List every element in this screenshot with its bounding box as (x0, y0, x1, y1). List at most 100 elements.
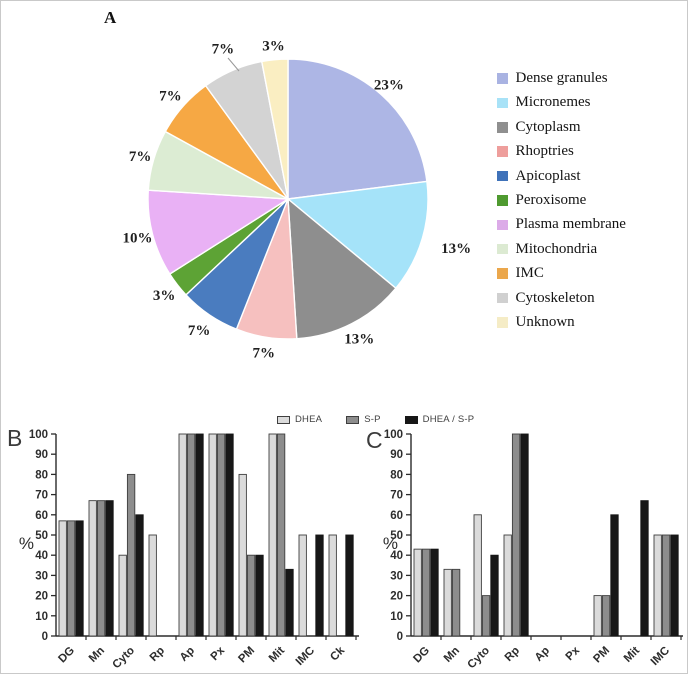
legend-swatch (277, 415, 290, 424)
x-category-label: PM (236, 645, 257, 666)
legend-label: Mitochondria (515, 240, 598, 257)
bar (148, 534, 157, 637)
x-category-label: Px (209, 644, 228, 663)
bar-chart-b: 0 10 20 30 40 50 60 70 80 90 100 DG Mn Cyto Rp Ap Px PM Mi… (19, 429, 359, 671)
panel-a-label: A (104, 8, 117, 27)
bar (126, 473, 136, 637)
bar (640, 500, 649, 637)
pie-legend-item: Plasma membrane (497, 216, 626, 232)
bar (328, 534, 337, 637)
pie-legend: Dense granules Micronemes Cytoplasm Rhoptri… (497, 70, 626, 330)
bar (208, 433, 217, 637)
bar (670, 534, 679, 637)
y-tick-label: 80 (35, 469, 48, 481)
bar (96, 500, 106, 637)
x-category-label: DG (56, 645, 77, 666)
pie-percent-label: 7% (212, 42, 235, 58)
bar (315, 534, 324, 637)
legend-swatch (404, 415, 418, 424)
pie-legend-item: Cytoplasm (497, 118, 626, 135)
y-tick-label: 10 (390, 611, 403, 623)
legend-label: Cytoskeleton (515, 289, 595, 306)
bar-chart-c: 0 10 20 30 40 50 60 70 80 90 100 DG Mn Cyto Rp Ap Px PM Mi… (383, 429, 683, 672)
y-tick-label: 70 (390, 490, 403, 502)
bar (503, 534, 512, 637)
pie-legend-item: Apicoplast (497, 168, 626, 184)
y-tick-label: 60 (35, 510, 48, 522)
pie-percent-label: 7% (129, 149, 152, 165)
legend-label: IMC (515, 265, 544, 282)
bar (298, 534, 307, 637)
pie-legend-item: Micronemes (497, 94, 626, 111)
y-tick-label: 70 (35, 490, 48, 502)
bar (443, 568, 452, 637)
bar (520, 433, 529, 637)
y-axis-label: % (383, 534, 398, 553)
pie-slice (287, 198, 397, 340)
bar (345, 534, 354, 637)
bar (58, 520, 67, 637)
x-category-label: Ap (178, 645, 197, 664)
y-tick-label: 40 (35, 550, 48, 562)
x-category-label: Rp (148, 645, 167, 664)
x-category-label: DG (411, 645, 432, 666)
bar (135, 514, 144, 637)
y-tick-label: 80 (390, 469, 403, 481)
legend-swatch (497, 170, 508, 182)
bar (238, 473, 247, 637)
bar (66, 520, 76, 637)
x-category-label: Px (564, 644, 583, 663)
pie-slice (147, 189, 289, 275)
bar-legend-item: DHEA (277, 414, 322, 425)
legend-label: Micronemes (515, 94, 591, 111)
pie-slice (287, 180, 429, 289)
pie-legend-item: IMC (497, 265, 626, 282)
bar (246, 554, 256, 637)
x-category-label: Mit (622, 645, 642, 665)
x-category-label: Ck (328, 644, 347, 663)
y-tick-label: 40 (390, 550, 403, 562)
x-category-label: Ap (533, 645, 552, 664)
x-category-label: Mn (87, 645, 107, 665)
legend-label: Unknown (515, 313, 575, 330)
legend-swatch (497, 292, 508, 304)
x-category-label: Rp (503, 645, 522, 664)
legend-label: Dense granules (515, 70, 608, 86)
bar-chart-legend: DHEA S-P DHEA / S-P (277, 414, 474, 425)
y-tick-label: 0 (397, 631, 403, 643)
y-tick-label: 30 (35, 570, 48, 582)
legend-label: S-P (364, 414, 381, 425)
legend-label: DHEA / S-P (422, 414, 475, 425)
pie-slice (287, 58, 428, 200)
bar (421, 548, 431, 637)
legend-label: Cytoplasm (515, 118, 581, 135)
legend-swatch (497, 317, 508, 328)
legend-swatch (497, 146, 508, 157)
bar (118, 554, 127, 637)
bar (195, 433, 204, 637)
panel-b-label: B (7, 425, 23, 451)
pie-percent-label: 10% (123, 231, 153, 247)
y-tick-label: 100 (29, 429, 48, 441)
y-tick-label: 90 (390, 449, 403, 461)
bar (490, 554, 499, 637)
legend-swatch (497, 219, 508, 231)
pie-legend-item: Peroxisome (497, 192, 626, 208)
pie-slice (261, 58, 289, 200)
bar (653, 534, 662, 637)
leader-line (227, 57, 240, 72)
legend-swatch (497, 195, 508, 206)
pie-chart: 23% 13% 13% 7% 7% 3% 10% 7% 7% 7% 3% (123, 39, 472, 362)
x-category-label: Mn (442, 645, 462, 665)
pie-percent-label: 3% (153, 288, 176, 304)
y-tick-label: 60 (390, 510, 403, 522)
x-category-label: Cyto (466, 645, 493, 672)
pie-percent-label: 23% (374, 78, 404, 94)
bar (601, 595, 611, 637)
pie-percent-label: 7% (188, 323, 211, 339)
bar (268, 433, 277, 637)
x-category-label: PM (591, 645, 612, 666)
bar-legend-item: DHEA / S-P (404, 414, 475, 425)
legend-swatch (497, 243, 508, 255)
legend-swatch (497, 122, 508, 133)
